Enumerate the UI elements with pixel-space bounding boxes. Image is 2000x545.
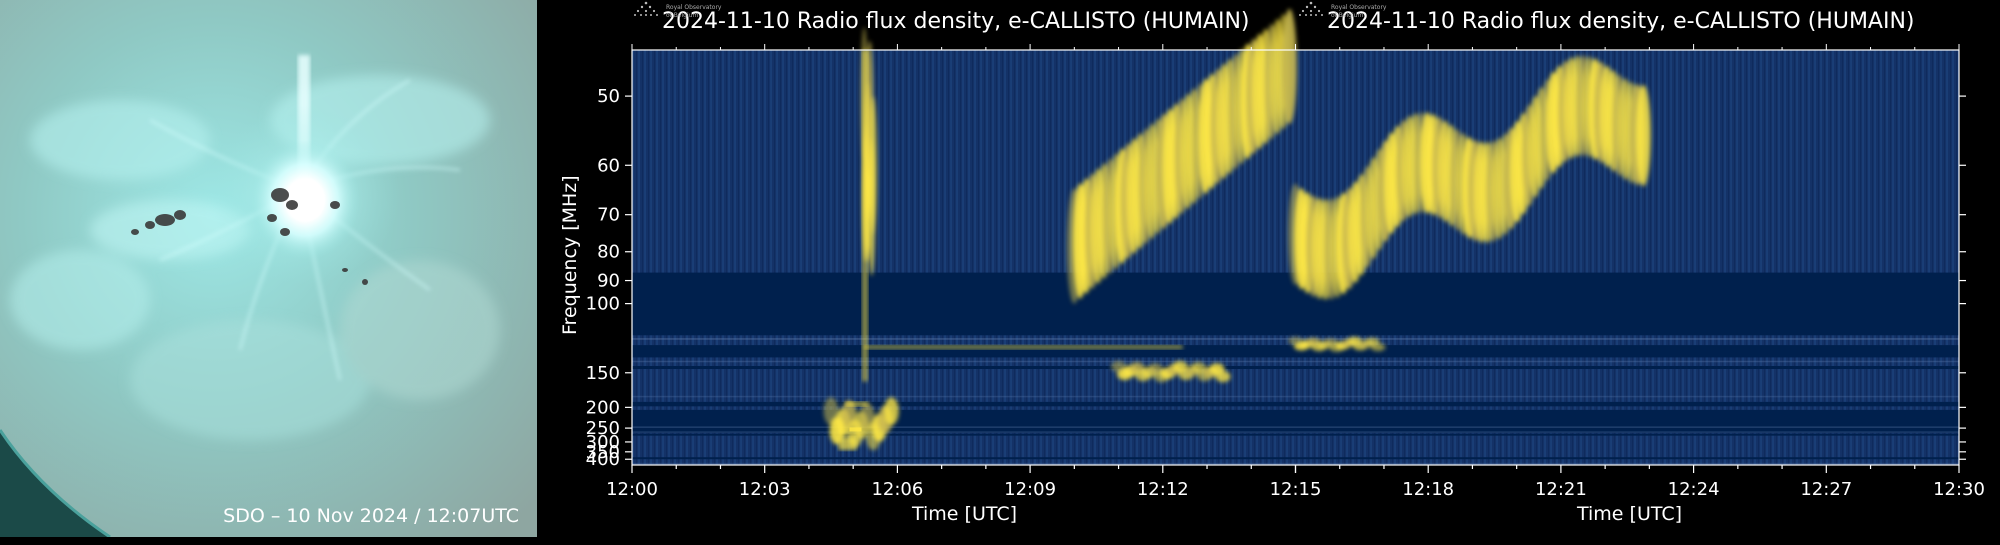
chart-title-right: 2024-11-10 Radio flux density, e-CALLIST… <box>1327 9 1915 34</box>
x-tick-label: 12:06 <box>871 479 923 500</box>
x-tick-label: 12:15 <box>1270 479 1322 500</box>
x-tick-label: 12:00 <box>606 479 658 500</box>
y-tick-label: 50 <box>597 86 620 107</box>
rob-logo-left: Royal Observatory of Belgium <box>634 1 722 19</box>
band-emission-line <box>864 345 1183 350</box>
rob-logo-line2: of Belgium <box>666 12 698 19</box>
plot-area <box>632 8 1959 465</box>
y-tick-label: 250 <box>586 418 620 439</box>
y-tick-label: 300 <box>586 432 620 453</box>
x-tick-label: 12:12 <box>1137 479 1189 500</box>
spectral-line <box>632 426 1959 428</box>
rob-logo-icon <box>1299 1 1323 16</box>
burst-onset-streak <box>862 50 869 382</box>
rob-logo-icon <box>634 1 658 16</box>
x-tick-label: 12:24 <box>1668 479 1720 500</box>
x-tick-label: 12:27 <box>1800 479 1852 500</box>
rfi-gap-band <box>632 409 1959 433</box>
sun-image-caption: SDO – 10 Nov 2024 / 12:07UTC <box>223 505 519 527</box>
emission-features <box>823 8 1651 451</box>
x-tick-label: 12:18 <box>1402 479 1454 500</box>
harmonic-blob <box>845 401 868 407</box>
spectral-line <box>632 395 1959 398</box>
x-axis-label-right: Time [UTC] <box>1577 503 1683 525</box>
y-tick-label: 100 <box>586 294 620 315</box>
sdo-solar-image: SDO – 10 Nov 2024 / 12:07UTC <box>0 0 537 537</box>
spectral-line <box>632 462 1959 465</box>
y-tick-label: 90 <box>597 271 620 292</box>
y-axis-label: Frequency [MHz] <box>559 175 581 335</box>
rob-logo-line2: of Belgium <box>1331 12 1363 19</box>
emission-blob <box>884 397 899 426</box>
y-tick-label: 80 <box>597 242 620 263</box>
emission-blob <box>869 96 878 235</box>
x-tick-label: 12:03 <box>739 479 791 500</box>
y-tick-label: 200 <box>586 397 620 418</box>
y-tick-label: 70 <box>597 205 620 226</box>
spectral-line <box>632 360 1959 363</box>
emission-blob <box>1636 84 1651 187</box>
rob-logo-right: Royal Observatory of Belgium <box>1299 1 1387 19</box>
rfi-gap-band <box>632 433 1959 436</box>
emission-blob <box>1282 8 1297 125</box>
y-tick-label: 60 <box>597 155 620 176</box>
rob-logo-line1: Royal Observatory <box>666 4 722 11</box>
x-tick-label: 12:21 <box>1535 479 1587 500</box>
spectrogram-panel: 2024-11-10 Radio flux density, e-CALLIST… <box>537 0 2000 545</box>
y-tick-label: 400 <box>586 449 620 470</box>
emission-blob <box>1215 371 1231 383</box>
rfi-gap-band <box>632 457 1959 460</box>
sun-image-graphic <box>0 0 537 537</box>
y-tick-label: 150 <box>586 363 620 384</box>
chart-title-left: 2024-11-10 Radio flux density, e-CALLIST… <box>662 9 1250 34</box>
emission-blob <box>1370 343 1386 352</box>
y-tick-label: 350 <box>586 442 620 463</box>
rob-logo-line1: Royal Observatory <box>1331 4 1387 11</box>
x-tick-label: 12:30 <box>1933 479 1985 500</box>
x-tick-label: 12:09 <box>1004 479 1056 500</box>
harmonic-blob <box>838 437 857 451</box>
harmonic-blob <box>849 427 862 432</box>
rfi-gap-band <box>632 401 1959 407</box>
rfi-gap-band <box>632 366 1959 369</box>
x-axis-label-left: Time [UTC] <box>912 503 1018 525</box>
spectral-line <box>632 431 1959 433</box>
